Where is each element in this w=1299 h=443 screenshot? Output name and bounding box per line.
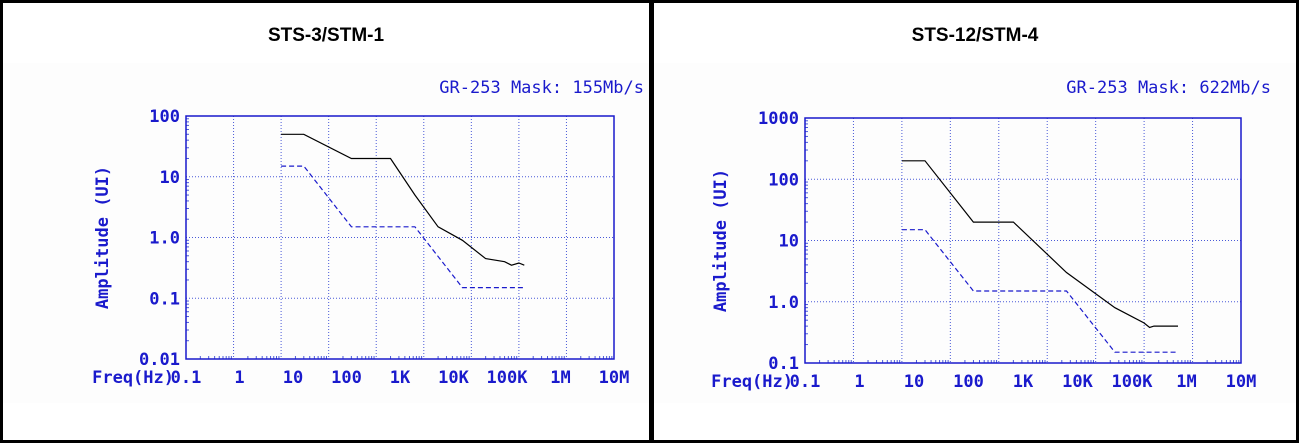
limit-series-line [901,160,1178,329]
x-tick-label: 0.1 [790,372,821,392]
plot-frame [185,115,615,360]
y-axis-label: Amplitude (UI) [711,169,731,312]
x-tick-label: 1 [234,368,244,388]
x-tick-label: 1K [1013,372,1034,392]
y-tick-label: 100 [768,170,799,190]
y-tick-label: 1.0 [768,293,799,313]
chart-svg: GR-253 Mask: 622Mb/s 1000 100 10 1.0 0.1Freq(… [711,78,1271,392]
x-tick-label: 1M [1176,372,1196,392]
x-tick-label: 10M [1226,372,1257,392]
x-tick-label: 10K [1062,372,1093,392]
mask-series-line [281,165,525,289]
chart-subtitle: GR-253 Mask: 622Mb/s [1066,78,1271,98]
chart-panel-sts3: STS-3/STM-1 GR-253 Mask: 155Mb/s 100 10 1.0… [3,3,649,440]
x-axis-label: Freq(Hz) [92,368,174,388]
x-tick-label: 1K [390,368,411,388]
y-tick-label: 100 [149,107,180,127]
panel-divider [649,0,654,443]
limit-series-line [281,133,525,266]
y-tick-label: 1.0 [149,229,180,249]
x-tick-label: 10M [599,368,630,388]
plot-frame [804,117,1242,364]
x-tick-label: 1M [550,368,570,388]
y-tick-label: 10 [779,232,799,252]
x-tick-label: 10 [283,368,303,388]
mask-series-line [901,229,1178,353]
x-tick-label: 0.1 [171,368,202,388]
x-tick-label: 100K [487,368,529,388]
y-tick-label: 0.1 [149,289,180,309]
x-tick-label: 100 [331,368,362,388]
y-axis-label: Amplitude (UI) [93,166,113,309]
chart-title: STS-12/STM-4 [911,25,1039,46]
chart-svg: GR-253 Mask: 155Mb/s100101.00.10.01Freq(… [92,78,644,388]
x-axis-label: Freq(Hz) [711,372,793,392]
chart-subtitle: GR-253 Mask: 155Mb/s [439,78,644,98]
y-tick-label: 10 [160,168,180,188]
x-tick-label: 10K [438,368,469,388]
chart-title: STS-3/STM-1 [267,25,385,46]
x-tick-label: 10 [904,372,924,392]
x-tick-label: 100 [953,372,984,392]
chart-plot-area: GR-253 Mask: 622Mb/s 1000 100 10 1.0 0.1 Freq(… [654,63,1296,403]
y-tick-label: 1000 [758,109,799,129]
y-tick-label: 0.1 [768,354,799,374]
y-tick-label: 0.01 [139,350,180,370]
x-tick-label: 100K [1112,372,1154,392]
chart-plot-area: GR-253 Mask: 155Mb/s 100 10 1.0 0.1 0.01 Freq(… [3,63,649,403]
x-tick-label: 1 [854,372,864,392]
chart-panel-sts12: STS-12/STM-4 GR-253 Mask: 622Mb/s 1000 100… [654,3,1296,440]
